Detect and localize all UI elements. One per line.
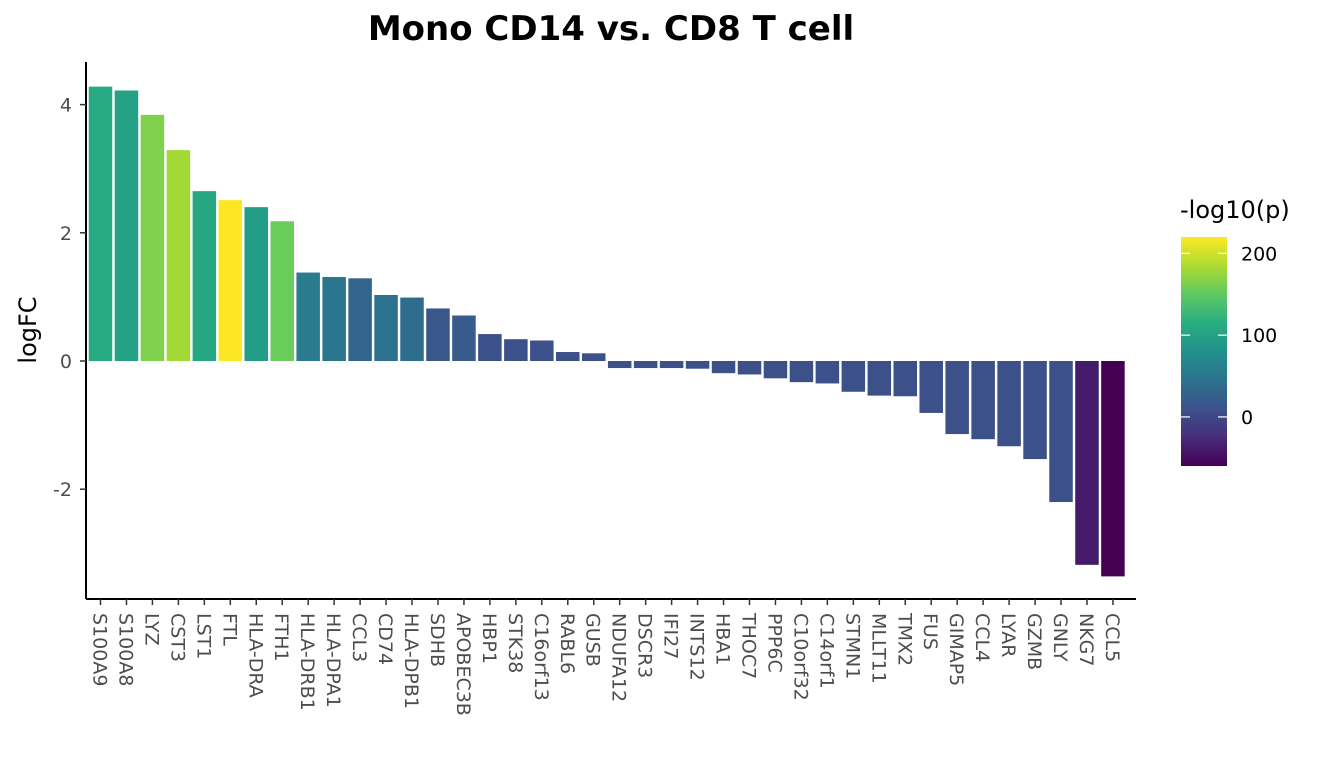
bar-fth1 bbox=[270, 221, 294, 361]
bar-ifi27 bbox=[659, 361, 684, 369]
bar-ftl bbox=[218, 200, 243, 361]
bar-c14orf1 bbox=[815, 361, 840, 384]
bar-gzmb bbox=[1023, 361, 1047, 460]
x-tick-label-ccl4: CCL4 bbox=[971, 613, 993, 662]
y-tick-label: 4 bbox=[60, 95, 72, 117]
bar-stk38 bbox=[504, 339, 528, 361]
bar-hbp1 bbox=[478, 334, 502, 361]
bar-c10orf32 bbox=[789, 361, 814, 383]
x-tick-label-ndufa12: NDUFA12 bbox=[608, 613, 630, 702]
chart-title: Mono CD14 vs. CD8 T cell bbox=[368, 9, 854, 49]
x-tick-label-s100a9: S100A9 bbox=[89, 613, 111, 686]
x-tick-label-gnly: GNLY bbox=[1049, 613, 1071, 662]
x-tick-label-stk38: STK38 bbox=[504, 613, 526, 673]
y-tick-label: 2 bbox=[60, 223, 72, 245]
bar-lyz bbox=[140, 114, 165, 361]
x-tick-label-dscr3: DSCR3 bbox=[634, 613, 656, 678]
x-tick-label-rabl6: RABL6 bbox=[556, 613, 578, 674]
bar-hla-dra bbox=[244, 207, 269, 361]
x-tick-label-gimap5: GIMAP5 bbox=[945, 613, 967, 686]
x-tick-label-hla-drb1: HLA-DRB1 bbox=[296, 613, 318, 711]
legend-title: -log10(p) bbox=[1180, 196, 1290, 224]
y-axis: -2 0 2 4 bbox=[53, 62, 87, 599]
x-tick-label-s100a8: S100A8 bbox=[114, 613, 136, 686]
x-tick-label-cst3: CST3 bbox=[166, 613, 188, 662]
x-tick-label-lyz: LYZ bbox=[140, 613, 162, 646]
legend-tick-label: 200 bbox=[1241, 243, 1277, 265]
bar-apobec3b bbox=[452, 315, 476, 361]
x-tick-label-ppp6c: PPP6C bbox=[763, 613, 785, 673]
colorbar bbox=[1181, 237, 1227, 466]
x-tick-label-gzmb: GZMB bbox=[1023, 613, 1045, 670]
x-tick-label-ifi27: IFI27 bbox=[660, 613, 682, 659]
bar-ndufa12 bbox=[607, 361, 632, 369]
x-tick-label-lyar: LYAR bbox=[997, 613, 1019, 657]
x-tick-label-hba1: HBA1 bbox=[712, 613, 734, 665]
legend-tick-label: 100 bbox=[1241, 325, 1277, 347]
x-tick-label-tmx2: TMX2 bbox=[893, 612, 915, 666]
bars-group bbox=[88, 86, 1125, 577]
x-tick-label-ccl5: CCL5 bbox=[1101, 613, 1123, 662]
x-tick-label-c14orf1: C14orf1 bbox=[815, 613, 837, 689]
bar-ccl5 bbox=[1101, 361, 1125, 577]
bar-c16orf13 bbox=[530, 340, 554, 361]
x-tick-label-mllt11: MLLT11 bbox=[867, 613, 889, 684]
bar-ppp6c bbox=[763, 361, 788, 379]
x-tick-label-stmn1: STMN1 bbox=[841, 613, 863, 679]
x-tick-label-hla-dpb1: HLA-DPB1 bbox=[400, 613, 422, 709]
x-tick-label-gusb: GUSB bbox=[582, 613, 604, 667]
x-tick-label-fus: FUS bbox=[919, 613, 941, 650]
bar-thoc7 bbox=[737, 361, 762, 375]
bar-hla-dpa1 bbox=[322, 277, 346, 361]
bar-cd74 bbox=[374, 294, 398, 361]
legend-ticks: 0 100 200 bbox=[1181, 243, 1277, 429]
bar-lyar bbox=[997, 361, 1021, 447]
bar-tmx2 bbox=[893, 361, 918, 397]
legend-tick-label: 0 bbox=[1241, 407, 1253, 429]
bar-stmn1 bbox=[841, 361, 866, 392]
x-tick-label-hla-dpa1: HLA-DPA1 bbox=[322, 613, 344, 708]
color-legend: -log10(p) 0 100 200 bbox=[1180, 196, 1290, 466]
x-axis: S100A9 S100A8 LYZ CST3 LST1 FTL HLA-DRA FTH1 HLA… bbox=[86, 598, 1136, 716]
x-tick-label-lst1: LST1 bbox=[192, 613, 214, 659]
x-tick-label-ftl: FTL bbox=[218, 613, 240, 646]
bar-gusb bbox=[581, 353, 606, 361]
bar-hla-drb1 bbox=[296, 272, 320, 361]
x-tick-label-ccl3: CCL3 bbox=[348, 613, 370, 662]
y-axis-title: logFC bbox=[14, 296, 42, 363]
bar-fus bbox=[919, 361, 943, 413]
x-tick-label-thoc7: THOC7 bbox=[738, 612, 760, 679]
x-tick-label-sdhb: SDHB bbox=[426, 613, 448, 667]
bar-rabl6 bbox=[556, 352, 580, 361]
x-tick-label-hbp1: HBP1 bbox=[478, 613, 500, 664]
x-tick-label-c16orf13: C16orf13 bbox=[530, 613, 552, 701]
x-tick-label-ints12: INTS12 bbox=[686, 613, 708, 681]
y-tick-label: -2 bbox=[53, 479, 72, 501]
bar-gnly bbox=[1049, 361, 1073, 503]
bar-ccl4 bbox=[971, 361, 995, 440]
bar-hba1 bbox=[711, 361, 736, 374]
x-tick-label-apobec3b: APOBEC3B bbox=[452, 613, 474, 716]
bar-sdhb bbox=[426, 308, 450, 361]
bar-lst1 bbox=[192, 191, 217, 361]
bar-nkg7 bbox=[1075, 361, 1099, 565]
x-tick-label-cd74: CD74 bbox=[374, 613, 396, 665]
bar-ccl3 bbox=[348, 278, 372, 361]
bar-s100a8 bbox=[114, 90, 139, 361]
bar-dscr3 bbox=[633, 361, 658, 369]
bar-mllt11 bbox=[867, 361, 892, 396]
bar-ints12 bbox=[685, 361, 710, 369]
x-tick-label-fth1: FTH1 bbox=[270, 613, 292, 662]
bar-hla-dpb1 bbox=[400, 297, 424, 361]
x-tick-label-nkg7: NKG7 bbox=[1075, 613, 1097, 666]
bar-s100a9 bbox=[88, 86, 113, 362]
x-tick-label-hla-dra: HLA-DRA bbox=[244, 613, 266, 698]
y-tick-label: 0 bbox=[60, 351, 72, 373]
bar-cst3 bbox=[166, 150, 191, 361]
bar-gimap5 bbox=[945, 361, 969, 435]
x-tick-label-c10orf32: C10orf32 bbox=[789, 613, 811, 701]
